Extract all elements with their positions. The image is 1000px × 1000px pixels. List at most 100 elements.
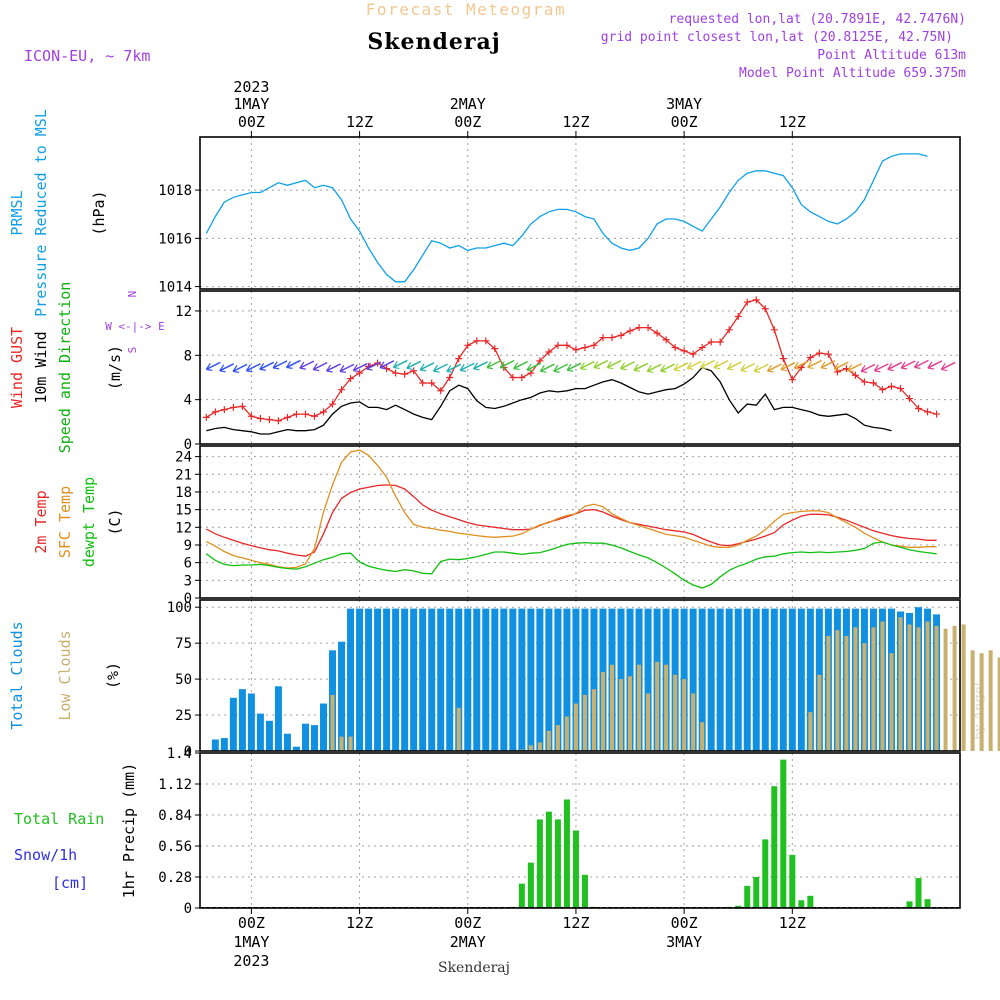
gust-marker [428, 379, 436, 387]
gust-marker [617, 331, 625, 339]
requested-coordinates: requested lon,lat (20.7891E, 42.7476N) [669, 12, 966, 27]
y-tick-label: 21 [175, 467, 192, 483]
gust-marker [806, 354, 814, 362]
total-clouds-bar [590, 608, 598, 751]
wind-direction-arrow [566, 362, 582, 371]
gust-marker [202, 413, 210, 421]
wind-direction-arrowhead [620, 362, 627, 371]
wind-direction-arrowhead [606, 361, 614, 370]
y-tick-label: 24 [175, 450, 192, 466]
wind-direction-arrowhead [887, 363, 894, 372]
total-clouds-bar [274, 686, 282, 751]
wind-direction-arrow [339, 363, 355, 373]
low-clouds-bar [664, 664, 669, 751]
total-clouds-bar [797, 608, 805, 751]
low-clouds-bar [610, 664, 615, 751]
total-clouds-bar [500, 608, 508, 751]
y-tick-label: 25 [175, 708, 192, 724]
rain-bar [789, 854, 796, 908]
y-tick-label: 1018 [158, 183, 192, 199]
panel-wind: 0 4 8 12 Wind GUST 10m Wind Speed and Directio… [8, 282, 961, 453]
wind-direction-arrowhead [339, 365, 347, 373]
wind-direction-arrow [700, 359, 716, 369]
gust-marker [788, 376, 796, 384]
gust-marker [671, 344, 679, 352]
wind-direction-arrow [326, 363, 341, 372]
y-tick-label: 9 [184, 538, 192, 554]
low-clouds-bar [348, 736, 353, 751]
total-clouds-bar [518, 608, 526, 751]
wind-direction-arrowhead [299, 361, 306, 370]
y-axis-label: Low Clouds [56, 630, 74, 720]
rain-bar [807, 895, 814, 908]
gust-marker [473, 337, 481, 345]
low-clouds-bar [880, 621, 885, 751]
bottom-axis-hour: 00Z [454, 914, 481, 932]
gust-marker [743, 298, 751, 306]
wind-direction-arrowhead [847, 364, 854, 373]
total-clouds-bar [806, 608, 814, 751]
total-clouds-bar [464, 608, 472, 751]
gust-marker [635, 324, 643, 332]
rain-bar [545, 811, 552, 908]
wind-direction-arrow [593, 359, 609, 369]
y-tick-label: 8 [184, 348, 192, 364]
wind-direction-arrowhead [860, 365, 868, 373]
total-clouds-bar [238, 689, 246, 751]
wind-direction-arrow [687, 360, 702, 370]
wind-direction-arrowhead [245, 364, 253, 373]
wind-direction-arrow [927, 360, 943, 369]
gust-marker [347, 375, 355, 383]
wind-direction-arrow [379, 360, 395, 369]
low-clouds-bar [979, 653, 984, 751]
total-clouds-bar [437, 608, 445, 751]
y-axis-label: PRMSL [8, 190, 26, 235]
gust-marker [689, 350, 697, 358]
gust-marker [581, 344, 589, 352]
rain-bar [906, 901, 913, 908]
gust-marker [878, 386, 886, 394]
wind-direction-arrow [446, 363, 462, 372]
low-clouds-bar [646, 693, 651, 751]
bottom-axis-date: 1MAY [233, 933, 269, 951]
y-axis-label: 2m Temp [32, 490, 50, 553]
rain-bar [527, 862, 534, 908]
gust-marker [392, 369, 400, 377]
model-point-altitude: Model Point Altitude 659.375m [739, 66, 966, 81]
y-tick-label: 75 [175, 636, 192, 652]
wind-direction-arrowhead [726, 362, 734, 371]
gust-marker [455, 355, 463, 363]
low-clouds-bar [582, 694, 587, 751]
wind-direction-arrowhead [539, 364, 547, 373]
y-tick-label: 0.56 [158, 839, 192, 855]
gust-marker [860, 378, 868, 386]
wind-direction-arrowhead [646, 364, 654, 373]
gust-marker [869, 379, 877, 387]
total-clouds-bar [581, 608, 589, 751]
wind-direction-arrowhead [713, 361, 721, 370]
wind-direction-arrow [246, 363, 261, 372]
wind-direction-arrow [366, 361, 381, 370]
wind-direction-arrow [540, 363, 555, 372]
gust-marker [356, 369, 364, 377]
low-clouds-bar [564, 716, 569, 751]
gust-marker [924, 408, 932, 416]
y-tick-label: 1016 [158, 231, 192, 247]
wind-direction-arrowhead [900, 361, 908, 370]
wind-direction-arrowhead [780, 363, 787, 372]
y-axis-label: Pressure Reduced to MSL [32, 109, 50, 317]
gust-marker [518, 373, 526, 381]
wind-direction-arrow [780, 362, 796, 371]
gust-marker [779, 355, 787, 363]
model-name: ICON-EU, ~ 7km [24, 47, 150, 65]
y-axis-unit: (C) [106, 508, 124, 535]
low-clouds-bar [339, 736, 344, 751]
y-tick-label: 12 [175, 304, 192, 320]
top-axis-hour: 00Z [454, 113, 481, 131]
wind-direction-arrowhead [285, 361, 293, 369]
compass-north: N [126, 291, 139, 298]
low-clouds-bar [943, 628, 948, 751]
footer-location: Skenderaj [438, 960, 510, 976]
total-clouds-bar [698, 608, 706, 751]
wind-direction-arrow [580, 360, 595, 370]
